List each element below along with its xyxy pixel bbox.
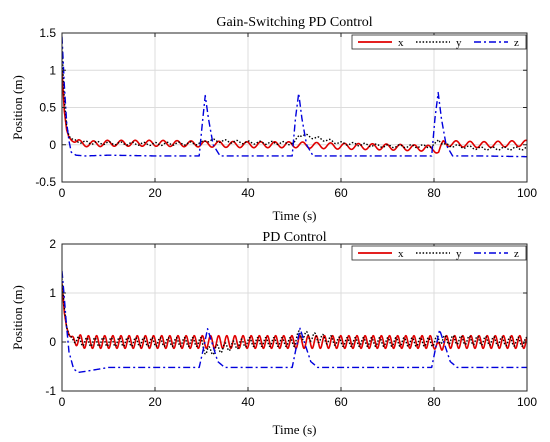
x-tick-label: 20: [148, 395, 162, 409]
legend-box: [351, 34, 527, 50]
y-tick-label: 0: [49, 138, 56, 152]
legend-label-x: x: [398, 37, 404, 49]
x-tick-label: 100: [517, 395, 537, 409]
legend-label-y: y: [456, 248, 462, 260]
series-group: [62, 270, 527, 374]
legend-label-z: z: [514, 248, 519, 260]
legend-box: [351, 245, 527, 261]
x-tick-label: 60: [334, 186, 348, 200]
y-tick-label: 1: [49, 286, 56, 300]
x-tick-label: 0: [59, 186, 66, 200]
x-tick-label: 80: [427, 186, 441, 200]
x-tick-label: 60: [334, 395, 348, 409]
y-tick-label: 2: [49, 237, 56, 251]
legend-label-x: x: [398, 248, 404, 260]
y-tick-label: 1.5: [39, 26, 56, 40]
legend: x y z: [351, 245, 527, 261]
axes-frame: [61, 243, 528, 392]
x-tick-label: 20: [148, 186, 162, 200]
y-axis-label: Position (m): [10, 285, 25, 350]
y-tick-label: -1: [45, 384, 56, 398]
plot-area: [62, 244, 527, 391]
series-line-y: [62, 47, 527, 151]
y-tick-label: 1: [49, 63, 56, 77]
y-tick-label: 0: [49, 335, 56, 349]
x-axis-label: Time (s): [273, 208, 317, 223]
x-tick-label: 100: [517, 186, 537, 200]
y-axis-label: Position (m): [10, 75, 25, 140]
x-tick-label: 0: [59, 395, 66, 409]
series-group: [62, 36, 527, 158]
series-line-z: [62, 270, 527, 374]
series-line-y: [62, 278, 527, 356]
chart-title: Gain-Switching PD Control: [216, 15, 372, 30]
series-line-x: [62, 283, 527, 351]
chart-title: PD Control: [262, 230, 326, 245]
y-tick-label: 0.5: [39, 101, 56, 115]
series-line-z: [62, 36, 527, 158]
legend-label-z: z: [514, 37, 519, 49]
y-tick-label: -0.5: [35, 175, 56, 189]
x-axis-label: Time (s): [273, 422, 317, 437]
x-tick-label: 40: [241, 186, 255, 200]
legend-label-y: y: [456, 37, 462, 49]
x-tick-label: 80: [427, 395, 441, 409]
legend: x y z: [351, 34, 527, 50]
x-tick-label: 40: [241, 395, 255, 409]
